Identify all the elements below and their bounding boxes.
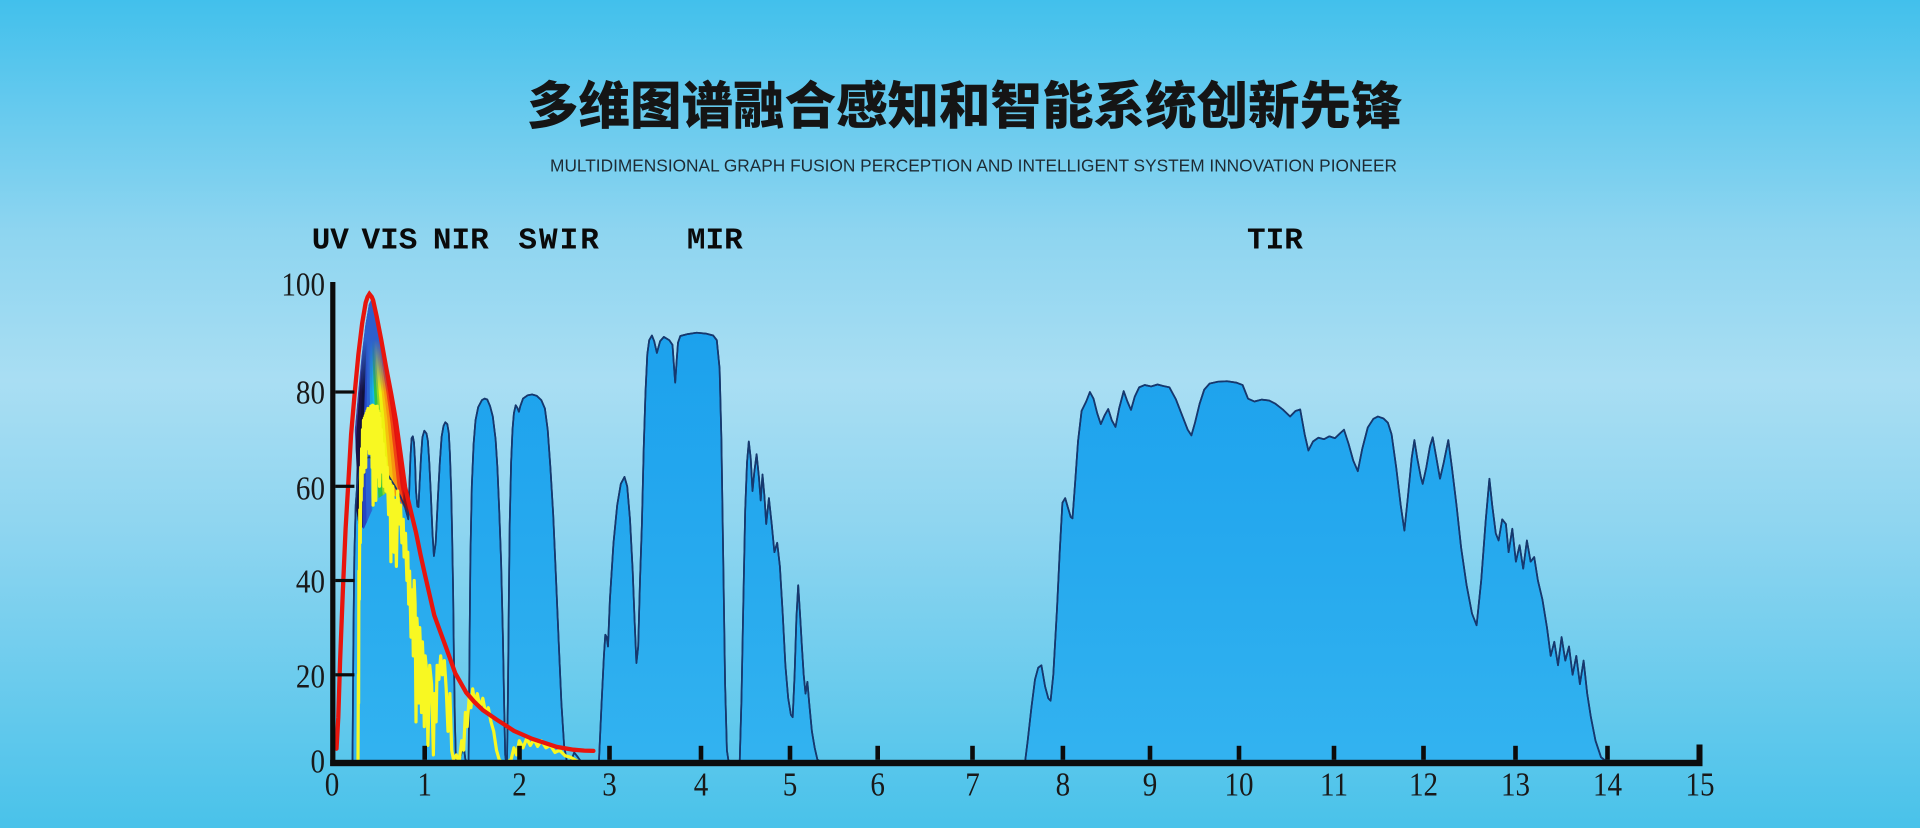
svg-text:15: 15	[1685, 765, 1714, 803]
svg-text:TIR: TIR	[1247, 224, 1303, 259]
svg-text:0: 0	[310, 743, 325, 781]
svg-text:5: 5	[783, 765, 798, 803]
svg-text:7: 7	[965, 765, 980, 803]
svg-text:MULTIDIMENSIONAL GRAPH FUSION: MULTIDIMENSIONAL GRAPH FUSION PERCEPTION…	[550, 155, 1397, 175]
svg-text:12: 12	[1409, 765, 1438, 803]
svg-text:UV: UV	[312, 224, 350, 259]
svg-text:13: 13	[1501, 765, 1530, 803]
svg-text:14: 14	[1593, 765, 1622, 803]
svg-text:2: 2	[512, 765, 527, 803]
svg-text:0: 0	[325, 765, 340, 803]
svg-text:80: 80	[296, 374, 325, 412]
svg-text:40: 40	[296, 563, 325, 601]
svg-text:3: 3	[602, 765, 617, 803]
svg-text:6: 6	[870, 765, 885, 803]
svg-text:MIR: MIR	[687, 224, 743, 259]
svg-text:20: 20	[296, 658, 325, 696]
svg-text:4: 4	[694, 765, 709, 803]
svg-text:8: 8	[1056, 765, 1071, 803]
svg-text:VIS: VIS	[362, 224, 418, 259]
svg-text:1: 1	[417, 765, 432, 803]
svg-text:NIR: NIR	[433, 224, 489, 259]
svg-text:60: 60	[296, 470, 325, 508]
svg-text:11: 11	[1320, 765, 1348, 803]
svg-text:9: 9	[1143, 765, 1158, 803]
svg-text:SWIR: SWIR	[518, 224, 600, 259]
svg-text:100: 100	[281, 266, 325, 304]
svg-text:10: 10	[1224, 765, 1253, 803]
